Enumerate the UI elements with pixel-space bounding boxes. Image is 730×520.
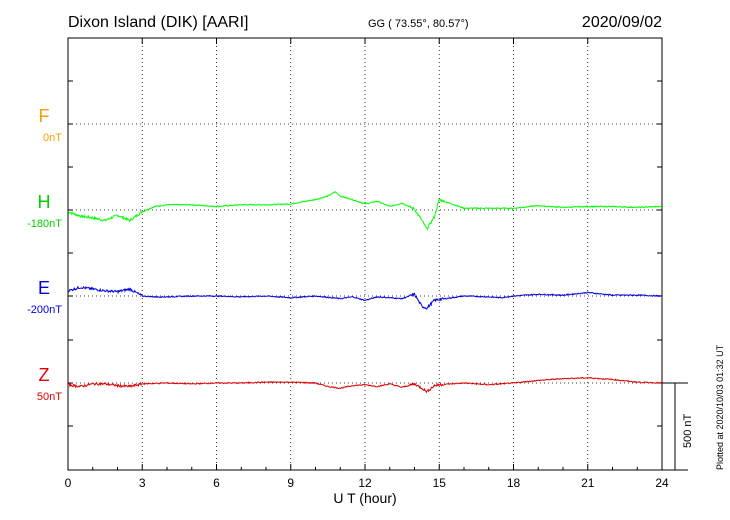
grid-lines (68, 38, 662, 470)
component-labels: F 0nT H -180nT E -200nT Z 50nT (27, 106, 62, 403)
component-baseline: 0nT (43, 132, 62, 144)
date-label: 2020/09/02 (582, 14, 662, 31)
x-tick-label: 15 (433, 476, 447, 490)
x-tick-label: 6 (213, 476, 220, 490)
component-baseline: -200nT (27, 304, 62, 316)
scale-bar-label: 500 nT (682, 413, 694, 448)
scale-bar: 500 nT (662, 382, 694, 471)
component-letter: E (38, 278, 50, 298)
x-axis-label: U T (hour) (333, 490, 396, 506)
x-axis-ticks: 0 3 6 9 12 15 18 21 24 (65, 38, 669, 490)
series-line-h (68, 191, 663, 231)
x-tick-label: 0 (65, 476, 72, 490)
series-line-z (67, 376, 663, 394)
x-tick-label: 9 (287, 476, 294, 490)
x-tick-label: 3 (139, 476, 146, 490)
component-letter: H (38, 192, 51, 212)
component-baseline: 50nT (37, 391, 62, 403)
component-letter: Z (39, 365, 50, 385)
x-tick-label: 12 (358, 476, 372, 490)
series-line-e (67, 285, 663, 310)
x-tick-label: 21 (581, 476, 595, 490)
plotted-at-note: Plotted at 2020/10/03 01:32 UT (715, 344, 725, 470)
x-tick-label: 18 (507, 476, 521, 490)
component-letter: F (39, 106, 50, 126)
data-series (67, 191, 663, 394)
x-tick-label: 24 (655, 476, 669, 490)
component-baseline: -180nT (27, 218, 62, 230)
coordinates-label: GG ( 73.55°, 80.57°) (368, 18, 469, 30)
station-title: Dixon Island (DIK) [AARI] (68, 14, 249, 31)
